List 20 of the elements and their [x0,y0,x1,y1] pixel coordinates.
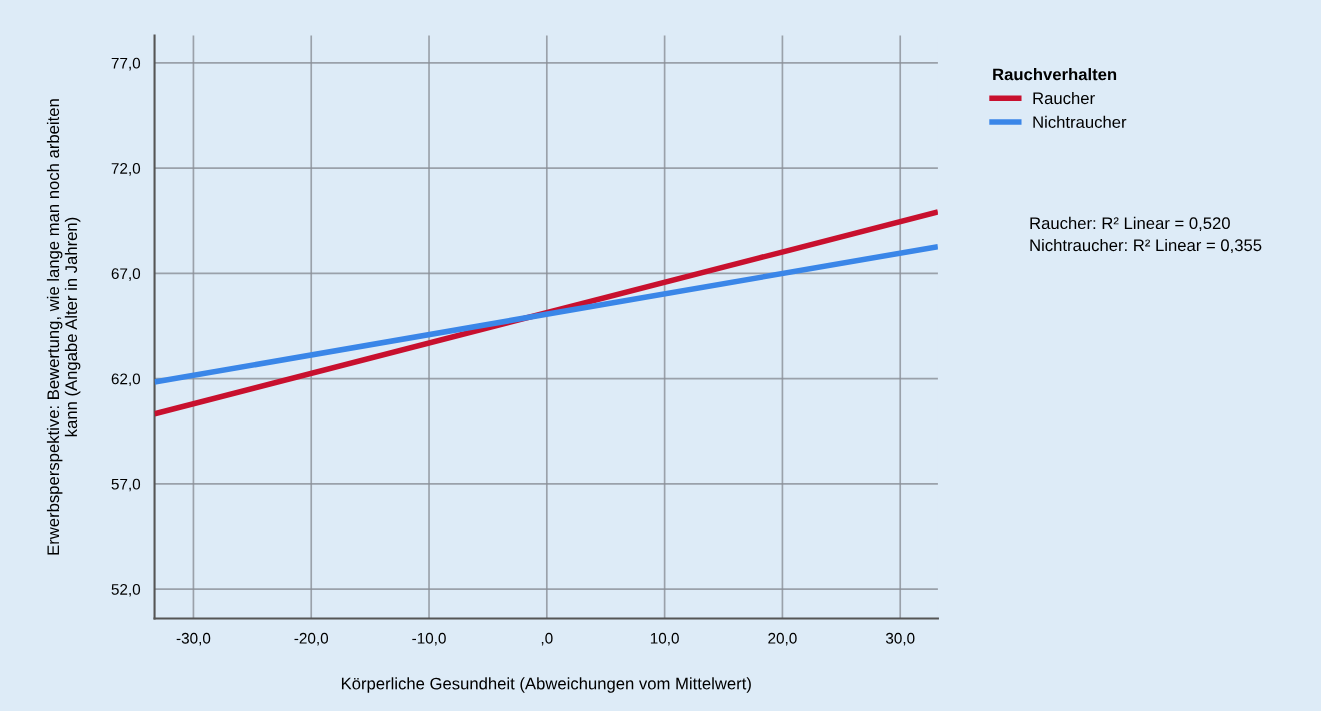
text: Nichtraucher: R² Linear = 0,355 [1030,238,1262,254]
y-tick-label: 62,0 [111,373,141,387]
legend-label: Raucher [1033,91,1095,105]
x-tick-label: 20,0 [768,632,797,646]
x-axis-title: Körperliche Gesundheit (Abweichungen vom Mittelwert) [341,677,751,693]
y-tick-label: 67,0 [111,268,141,281]
legend-title: Rauchverhalten [993,68,1117,81]
x-tick-label: 10,0 [650,632,679,646]
x-tick-label: -20,0 [294,632,329,646]
text: Raucher: R² Linear = 0,520 [1030,216,1230,232]
y-axis-title: Erwerbsperspektive: Bewertung, wie lange man noch arbeiten kann (Angabe Alter in Jahren) [46,99,81,555]
x-tick-label: -10,0 [412,632,446,646]
x-tick-label: 30,0 [885,632,915,646]
y-tick-label: 57,0 [111,478,141,492]
legend-label: Nichtraucher [1033,115,1127,129]
x-tick-label: -30,0 [176,632,211,646]
y-tick-label: 77,0 [111,57,141,71]
y-tick-label: 52,0 [111,583,141,597]
x-tick-label: ,0 [541,632,553,646]
y-tick-label: 72,0 [111,163,141,176]
